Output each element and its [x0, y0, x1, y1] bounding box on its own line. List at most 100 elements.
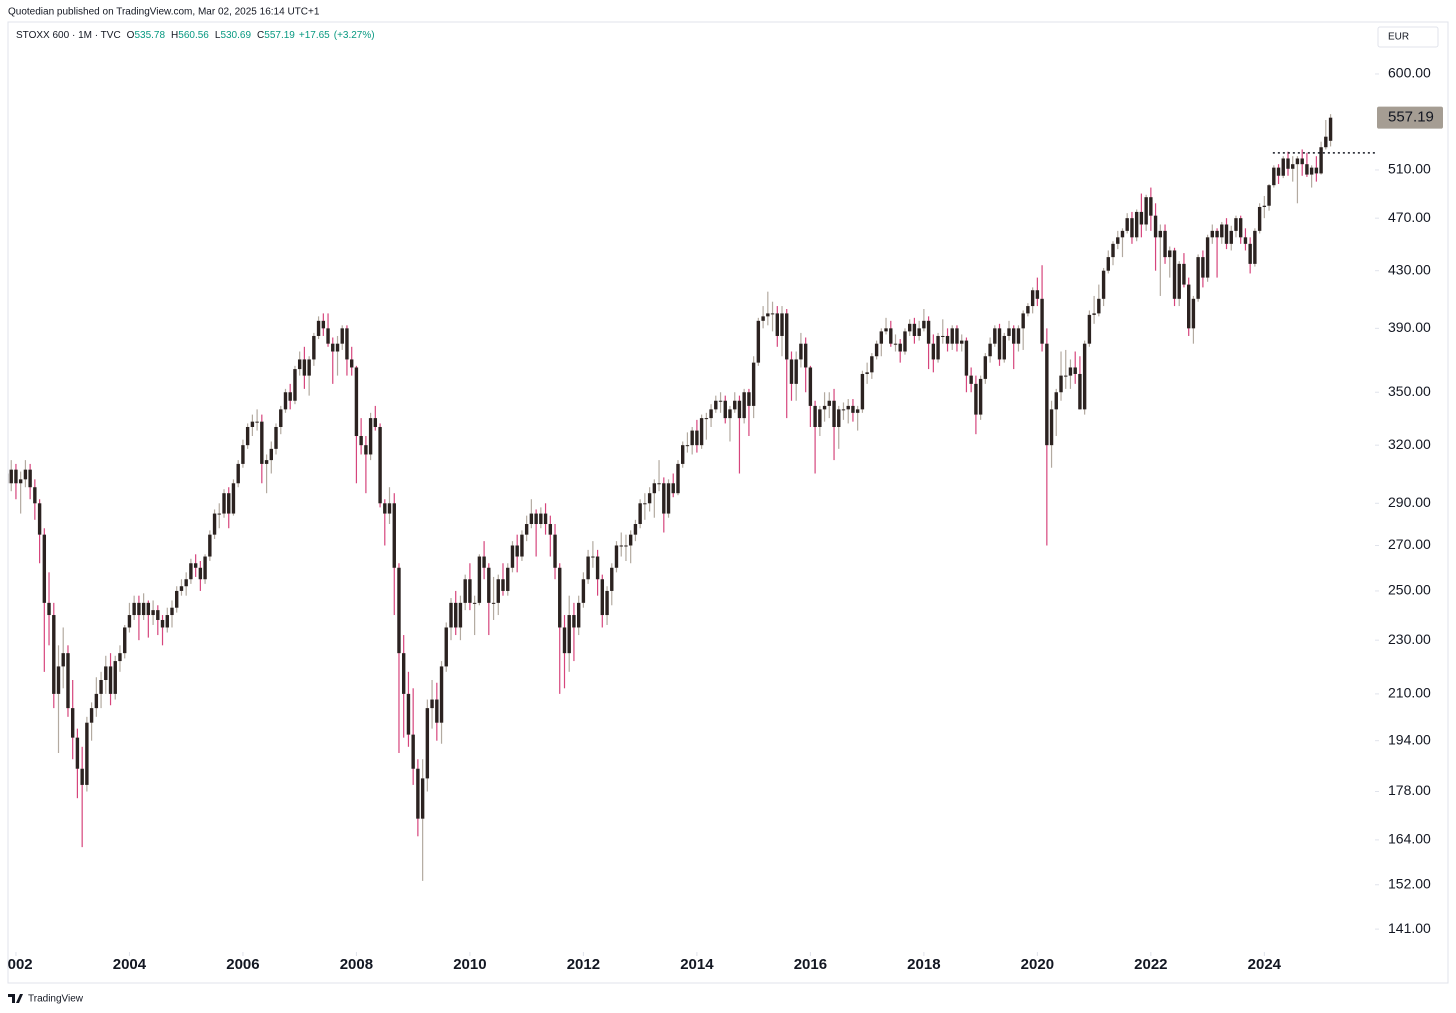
candle-body — [477, 556, 482, 603]
candle-body — [562, 627, 567, 654]
legend-value: 560.56 — [178, 30, 209, 41]
candle-body — [307, 359, 311, 376]
candle-body — [747, 392, 751, 406]
candle-body — [359, 436, 363, 446]
candle-body — [619, 545, 623, 547]
candle-body — [1059, 375, 1063, 393]
candle-body — [189, 563, 193, 580]
y-tick-label: 152.00 — [1388, 875, 1431, 891]
candle-body — [1101, 270, 1106, 299]
candle-body — [255, 421, 259, 423]
candle-body — [435, 699, 439, 723]
candle-body — [718, 400, 723, 402]
candle-body — [458, 602, 463, 628]
legend-key: O — [127, 30, 135, 41]
legend-key: H — [171, 30, 178, 41]
candle-body — [1324, 136, 1328, 148]
candle-body — [993, 328, 997, 344]
candle-body — [1078, 373, 1082, 410]
candle-body — [1210, 230, 1215, 238]
symbol-legend: STOXX 600 · 1M · TVC O535.78 H560.56 L530.6… — [16, 30, 375, 41]
candle-body — [803, 343, 808, 368]
candle-body — [1286, 158, 1290, 169]
y-tick-label: 390.00 — [1388, 319, 1431, 335]
candle-body — [553, 534, 557, 568]
candle-body — [449, 602, 453, 628]
x-tick-label: 2008 — [340, 956, 373, 973]
candle-body — [1012, 328, 1016, 344]
candle-body — [373, 418, 378, 427]
candle-body — [785, 313, 789, 360]
candle-body — [567, 615, 571, 654]
candle-body — [614, 545, 619, 568]
candle-body — [529, 513, 534, 525]
candle-body — [468, 579, 472, 603]
y-tick-label: 210.00 — [1388, 685, 1431, 701]
candle-body — [283, 392, 288, 410]
currency-box[interactable] — [1377, 26, 1439, 48]
x-tick-label: 2010 — [453, 956, 486, 973]
candle-body — [969, 375, 973, 384]
y-tick-label: 600.00 — [1388, 65, 1431, 81]
candle-body — [141, 602, 146, 616]
candle-body — [628, 534, 633, 546]
candle-body — [874, 343, 879, 357]
candle-body — [1238, 218, 1243, 238]
candle-body — [520, 534, 524, 557]
candle-body — [723, 400, 727, 419]
candle-body — [175, 590, 179, 608]
x-tick-label: 2012 — [567, 956, 600, 973]
candle-body — [1097, 298, 1101, 314]
candle-body — [354, 367, 359, 437]
candle-body — [80, 768, 84, 785]
candle-body — [605, 590, 609, 616]
candle-body — [936, 335, 940, 360]
candle-body — [160, 619, 165, 628]
candle-body — [945, 335, 950, 344]
candle-body — [1248, 243, 1252, 264]
candle-body — [652, 483, 657, 494]
x-tick-label: 2022 — [1134, 956, 1167, 973]
candle-body — [662, 483, 666, 514]
candle-body — [260, 421, 264, 464]
candle-body — [472, 602, 477, 604]
candle-body — [8, 473, 9, 484]
legend-symbol: STOXX 600 · 1M · TVC — [16, 30, 121, 41]
candle-body — [855, 409, 860, 413]
candle-body — [1253, 230, 1257, 264]
candle-body — [789, 359, 794, 384]
x-tick-label: 2018 — [907, 956, 940, 973]
candle-body — [378, 426, 382, 504]
candle-body — [1187, 284, 1191, 329]
candle-body — [964, 340, 969, 376]
candle-body — [733, 400, 737, 410]
candle-body — [274, 426, 278, 449]
candle-body — [695, 430, 699, 446]
publisher-line: Quotedian published on TradingView.com, … — [8, 7, 320, 18]
candle-body — [1168, 250, 1172, 258]
candle-body — [9, 469, 13, 484]
candle-body — [1272, 167, 1276, 186]
candle-body — [813, 405, 817, 427]
candle-body — [1125, 218, 1129, 231]
candle-body — [978, 378, 983, 415]
candle-body — [1191, 298, 1196, 329]
candle-body — [624, 545, 628, 547]
legend-change: +17.65 — [299, 30, 330, 41]
candle-body — [775, 313, 779, 336]
candle-body — [250, 421, 255, 427]
candle-body — [1082, 343, 1087, 410]
candle-body — [1106, 257, 1110, 271]
legend-value: 535.78 — [134, 30, 165, 41]
candle-body — [884, 328, 888, 332]
candle-body — [1120, 230, 1125, 238]
candle-body — [681, 445, 685, 464]
candle-body — [89, 708, 94, 723]
candle-body — [756, 320, 761, 363]
candle-body — [690, 430, 694, 446]
candle-body — [974, 383, 978, 415]
legend-key: C — [257, 30, 264, 41]
candle-body — [397, 567, 401, 654]
candle-body — [33, 487, 37, 504]
